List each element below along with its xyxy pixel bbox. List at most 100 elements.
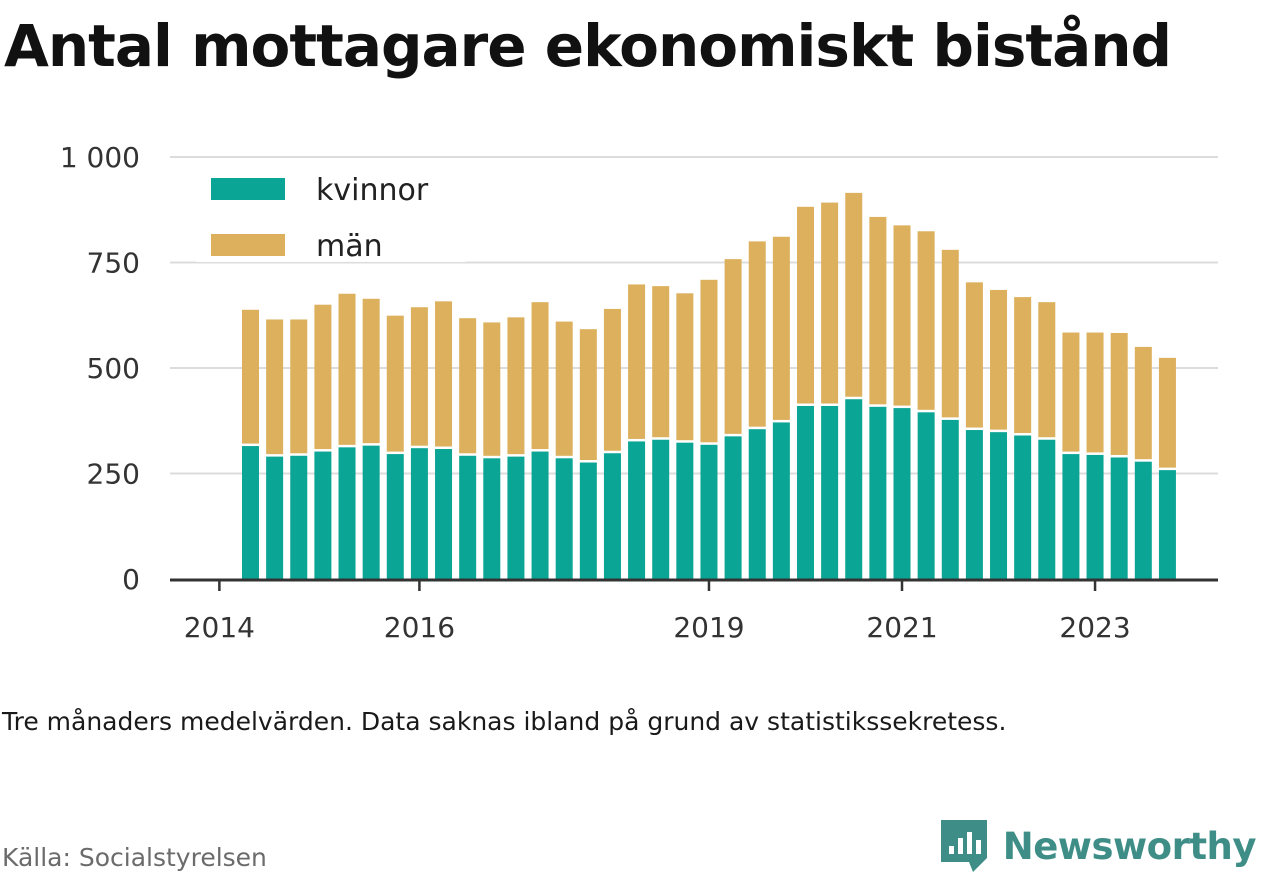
bar-kvinnor xyxy=(869,406,887,579)
bar-man xyxy=(603,308,621,451)
bar-man xyxy=(796,206,814,404)
bar-kvinnor xyxy=(796,405,814,579)
x-tick-label: 2021 xyxy=(866,611,937,644)
bars xyxy=(242,192,1176,579)
chart-note: Tre månaders medelvärden. Data saknas ib… xyxy=(2,707,1007,736)
bar-man xyxy=(1014,297,1032,434)
bar-man xyxy=(338,293,356,445)
bar-man xyxy=(242,309,259,444)
legend-swatch xyxy=(211,234,285,256)
bar-kvinnor xyxy=(266,456,284,579)
bar-chart-icon xyxy=(940,820,987,872)
bar-man xyxy=(266,319,284,455)
bar-kvinnor xyxy=(555,458,573,579)
bar-man xyxy=(628,284,646,439)
bar-kvinnor xyxy=(242,446,259,579)
y-tick-label: 250 xyxy=(87,458,140,491)
bar-man xyxy=(821,202,839,404)
bar-man xyxy=(676,293,694,441)
bar-kvinnor xyxy=(410,448,428,579)
bar-kvinnor xyxy=(1014,435,1032,579)
x-tick-label: 2016 xyxy=(384,611,455,644)
bar-kvinnor xyxy=(531,451,549,579)
bar-kvinnor xyxy=(1086,454,1104,579)
legend-label: män xyxy=(316,229,383,264)
bar-man xyxy=(652,286,670,438)
bar-kvinnor xyxy=(917,412,935,579)
bar-man xyxy=(1134,346,1152,460)
bar-man xyxy=(965,282,983,428)
bar-man xyxy=(483,322,501,456)
bar-man xyxy=(845,192,863,397)
bar-kvinnor xyxy=(700,444,718,579)
bar-man xyxy=(869,216,887,405)
bar-kvinnor xyxy=(772,422,790,579)
bar-man xyxy=(700,279,718,443)
bar-kvinnor xyxy=(435,449,453,579)
bar-kvinnor xyxy=(338,447,356,579)
bar-kvinnor xyxy=(579,462,597,579)
bar-kvinnor xyxy=(1062,454,1080,579)
bar-kvinnor xyxy=(724,436,742,579)
bar-kvinnor xyxy=(748,429,766,579)
bar-man xyxy=(1038,302,1056,438)
y-tick-label: 0 xyxy=(122,563,140,596)
bar-kvinnor xyxy=(483,458,501,579)
bar-man xyxy=(941,249,959,418)
bar-kvinnor xyxy=(941,419,959,579)
bar-kvinnor xyxy=(965,430,983,579)
y-tick-label: 1 000 xyxy=(60,141,140,174)
bar-man xyxy=(507,317,525,455)
bar-man xyxy=(459,318,477,454)
bar-man xyxy=(290,319,308,454)
bar-kvinnor xyxy=(1038,439,1056,579)
bar-man xyxy=(990,289,1008,430)
bar-man xyxy=(1086,332,1104,453)
bar-man xyxy=(893,225,911,406)
bar-kvinnor xyxy=(1110,457,1128,579)
legend-label: kvinnor xyxy=(316,173,429,208)
bar-man xyxy=(314,304,332,450)
bar-man xyxy=(555,321,573,456)
y-tick-label: 500 xyxy=(87,352,140,385)
bar-man xyxy=(1110,332,1128,455)
bar-man xyxy=(1158,357,1176,468)
x-tick-label: 2023 xyxy=(1059,611,1130,644)
bar-kvinnor xyxy=(821,405,839,579)
legend: kvinnor män xyxy=(196,170,466,264)
x-tick-label: 2019 xyxy=(673,611,744,644)
bar-man xyxy=(724,259,742,434)
legend-swatch xyxy=(211,178,285,200)
bar-kvinnor xyxy=(386,454,404,579)
bar-man xyxy=(435,301,453,447)
bar-kvinnor xyxy=(290,455,308,579)
bar-man xyxy=(917,231,935,410)
source-text: Källa: Socialstyrelsen xyxy=(2,843,267,872)
brand-name: Newsworthy xyxy=(1002,824,1257,868)
bar-kvinnor xyxy=(362,445,380,579)
y-axis-ticks: 0 250 500 750 1 000 xyxy=(60,141,140,596)
bar-man xyxy=(748,241,766,427)
stacked-bar-chart: 0 250 500 750 1 000 2014 2016 2019 2021 2023 kvi… xyxy=(60,141,1218,644)
chart-title: Antal mottagare ekonomiskt bistånd xyxy=(4,12,1172,80)
bar-man xyxy=(531,302,549,450)
bar-kvinnor xyxy=(603,453,621,579)
bar-man xyxy=(410,307,428,446)
bar-kvinnor xyxy=(652,439,670,579)
bar-kvinnor xyxy=(1134,461,1152,579)
bar-kvinnor xyxy=(1158,470,1176,579)
x-axis: 2014 2016 2019 2021 2023 xyxy=(170,578,1218,644)
bar-man xyxy=(362,298,380,444)
bar-kvinnor xyxy=(459,455,477,579)
bar-kvinnor xyxy=(676,442,694,579)
bar-kvinnor xyxy=(845,399,863,579)
bar-man xyxy=(1062,332,1080,452)
bar-kvinnor xyxy=(628,441,646,579)
brand-logo: Newsworthy xyxy=(939,818,1257,874)
bar-kvinnor xyxy=(507,456,525,579)
bar-man xyxy=(386,315,404,452)
bar-kvinnor xyxy=(314,451,332,579)
bar-kvinnor xyxy=(990,432,1008,579)
bar-kvinnor xyxy=(893,408,911,579)
bar-man xyxy=(772,236,790,420)
